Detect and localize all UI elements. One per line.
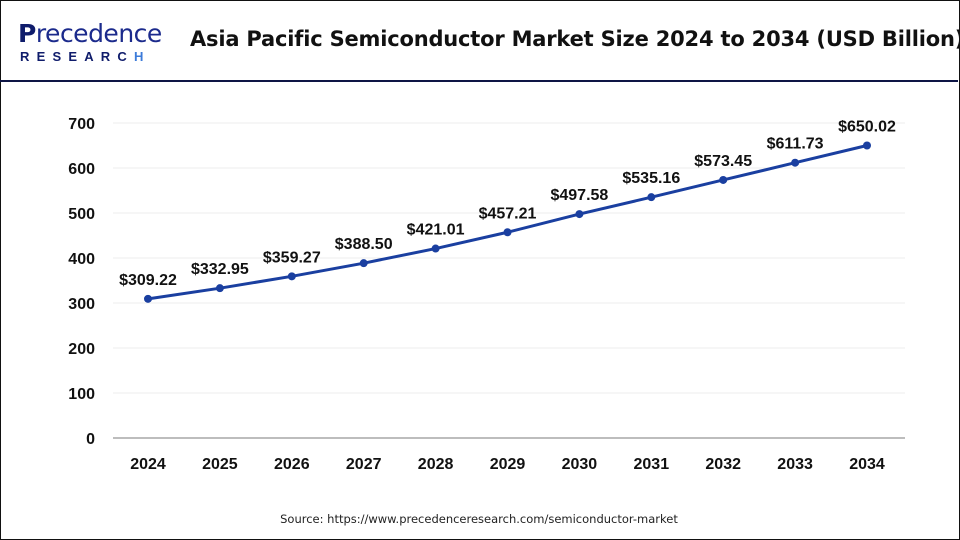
data-label: $332.95 [191, 261, 249, 278]
x-tick-label: 2026 [274, 456, 310, 473]
logo-subtitle-main: RESEARC [20, 49, 134, 64]
y-tick-label: 700 [68, 116, 95, 133]
chart-title: Asia Pacific Semiconductor Market Size 2… [190, 27, 960, 51]
y-axis-ticks: 0 100 200 300 400 500 600 700 [68, 116, 95, 448]
y-tick-label: 500 [68, 206, 95, 223]
logo-subtitle-accent: H [133, 49, 151, 64]
x-tick-label: 2029 [490, 456, 526, 473]
data-label: $497.58 [550, 187, 608, 204]
logo-initial: P [18, 19, 36, 48]
data-labels: $309.22 $332.95 $359.27 $388.50 $421.01 $457.… [119, 118, 896, 288]
data-label: $359.27 [263, 249, 321, 266]
data-label: $388.50 [335, 236, 393, 253]
data-label: $421.01 [407, 222, 465, 239]
data-point [144, 294, 152, 303]
data-label: $457.21 [479, 205, 537, 222]
data-point [719, 175, 728, 184]
x-tick-label: 2030 [562, 456, 598, 473]
y-tick-label: 200 [68, 341, 95, 358]
y-tick-label: 0 [86, 431, 95, 448]
logo-wordmark: Precedence [18, 20, 162, 48]
x-tick-label: 2025 [202, 456, 238, 473]
data-label: $611.73 [767, 136, 824, 153]
data-point [863, 141, 871, 150]
data-point-markers [144, 141, 871, 303]
data-point [503, 228, 512, 237]
data-label: $650.02 [838, 118, 896, 135]
y-tick-label: 100 [68, 386, 95, 403]
y-tick-label: 300 [68, 296, 95, 313]
x-axis-ticks: 2024 2025 2026 2027 2028 2029 2030 2031 2032 2033… [130, 456, 885, 473]
data-point [647, 193, 656, 202]
x-tick-label: 2028 [418, 456, 454, 473]
x-tick-label: 2024 [130, 456, 166, 473]
precedence-research-logo: Precedence RESEARCH [18, 20, 162, 65]
x-tick-label: 2027 [346, 456, 382, 473]
x-tick-label: 2034 [849, 456, 885, 473]
data-label: $309.22 [119, 272, 177, 289]
logo-subtitle: RESEARCH [20, 49, 151, 64]
data-point [791, 158, 800, 167]
x-tick-label: 2032 [705, 456, 741, 473]
data-label: $573.45 [694, 153, 752, 170]
data-point [287, 272, 296, 281]
source-citation: Source: https://www.precedenceresearch.c… [280, 512, 678, 526]
header: Precedence RESEARCH Asia Pacific Semicon… [0, 0, 960, 82]
x-tick-label: 2031 [634, 456, 670, 473]
data-label: $535.16 [622, 170, 680, 187]
data-point [431, 244, 440, 253]
data-point [575, 210, 584, 219]
y-tick-label: 400 [68, 251, 95, 268]
x-tick-label: 2033 [777, 456, 813, 473]
logo-wordmark-rest: recedence [35, 19, 162, 48]
data-point [359, 259, 368, 268]
y-tick-label: 600 [68, 161, 95, 178]
data-point [215, 284, 224, 293]
